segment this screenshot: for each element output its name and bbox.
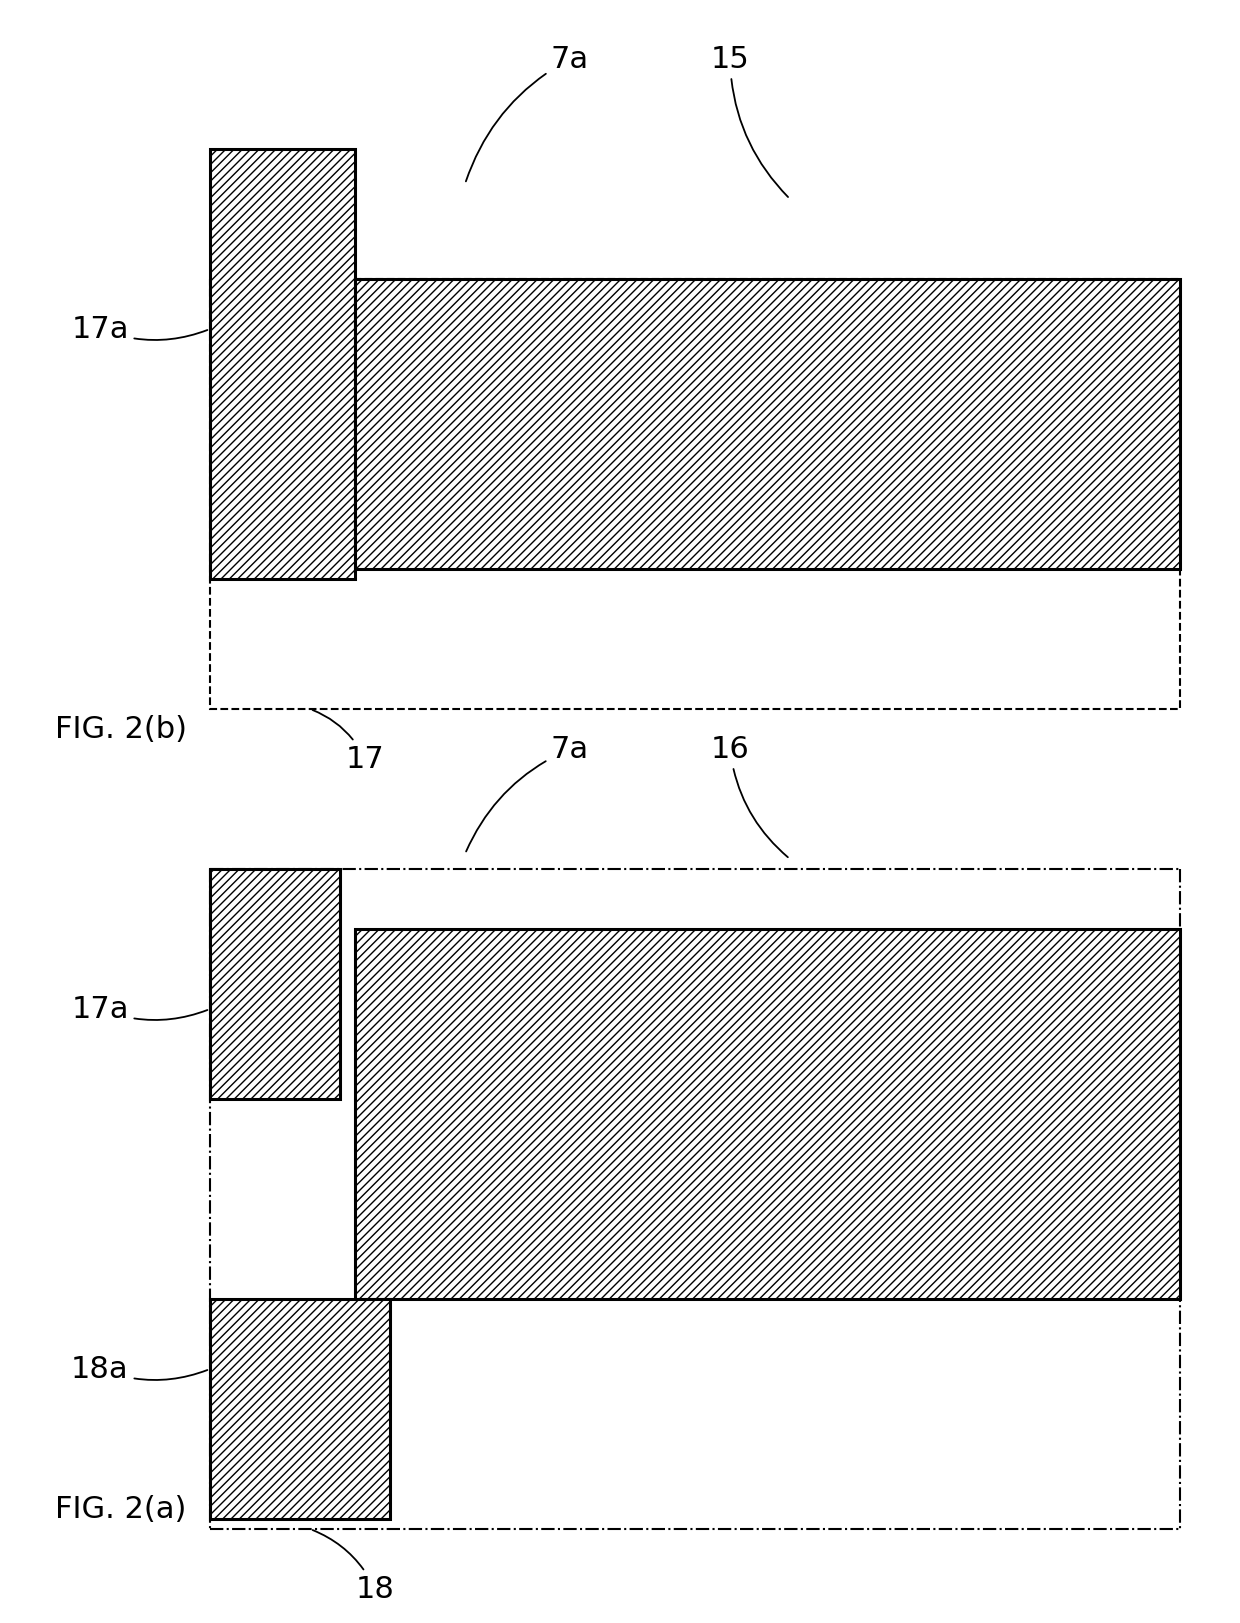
Bar — [210, 870, 340, 1099]
Text: 7a: 7a — [466, 45, 589, 182]
Bar — [355, 279, 1180, 570]
Text: FIG. 2(a): FIG. 2(a) — [55, 1495, 186, 1524]
Text: 17a: 17a — [71, 315, 207, 344]
Text: 18: 18 — [312, 1530, 394, 1604]
Text: FIG. 2(b): FIG. 2(b) — [55, 716, 187, 743]
Text: 7a: 7a — [466, 735, 589, 852]
Text: 17: 17 — [312, 711, 384, 774]
Bar — [210, 279, 1180, 709]
Bar — [355, 930, 1180, 1298]
Text: 18a: 18a — [71, 1355, 207, 1384]
Text: 17a: 17a — [71, 995, 207, 1024]
Bar — [210, 1298, 391, 1519]
Bar — [210, 149, 355, 579]
Text: 15: 15 — [711, 45, 789, 198]
Text: 16: 16 — [711, 735, 787, 857]
